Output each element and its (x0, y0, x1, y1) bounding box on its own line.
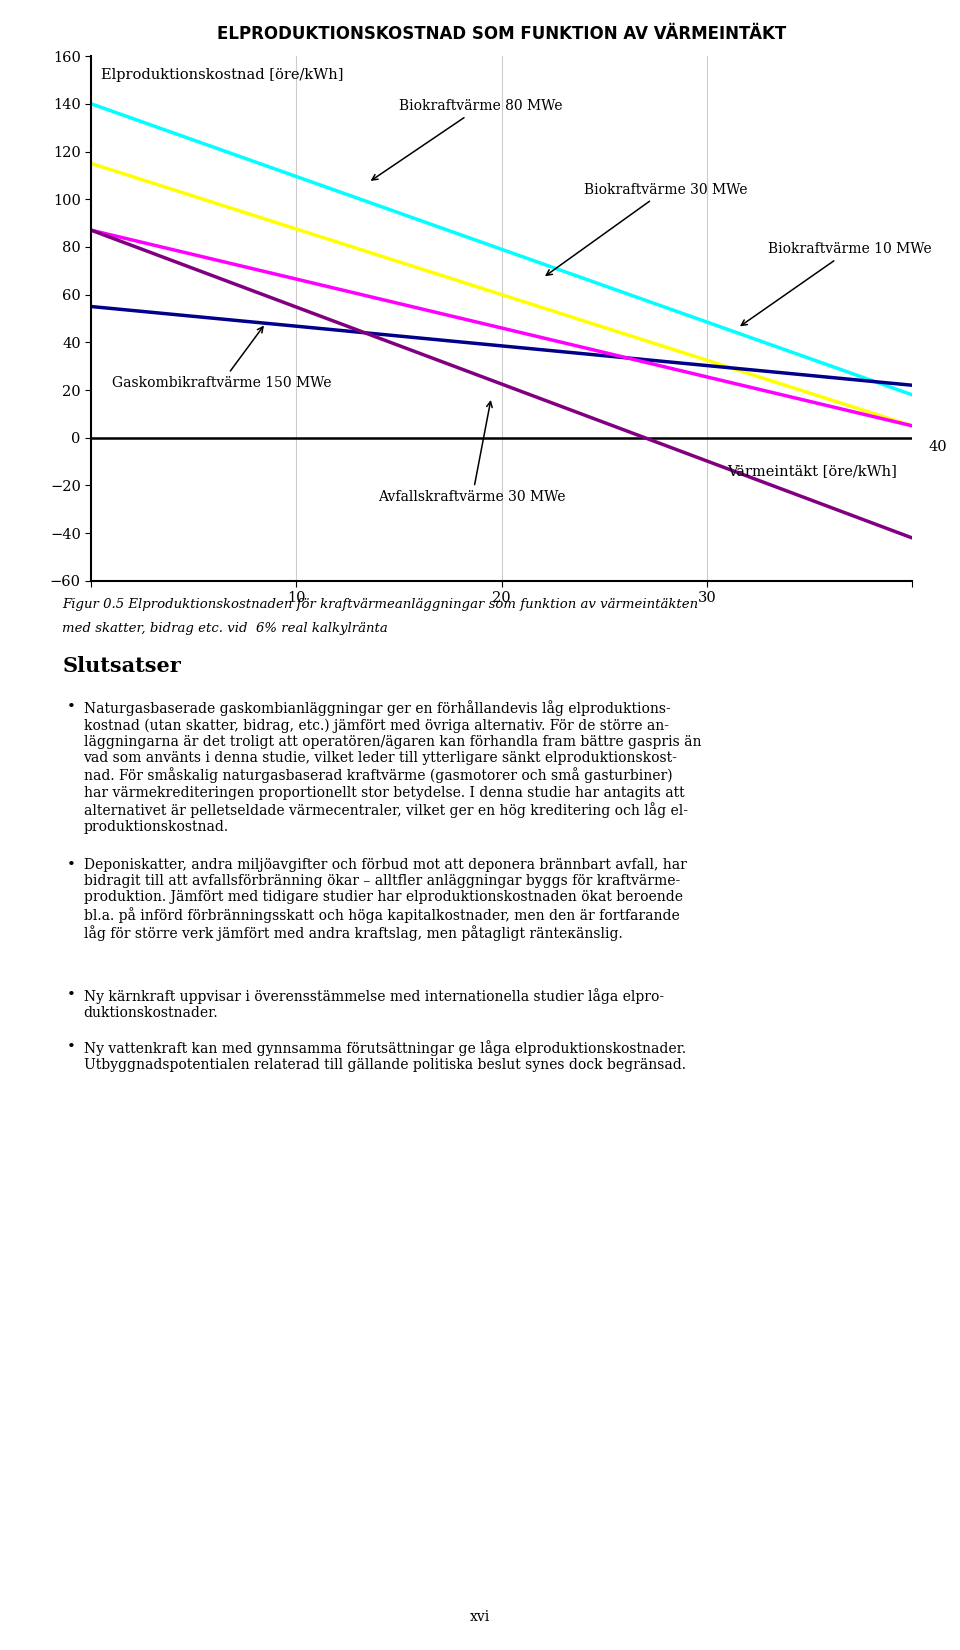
Text: 40: 40 (928, 441, 948, 454)
Text: Ny kärnkraft uppvisar i överensstämmelse med internationella studier låga elpro-: Ny kärnkraft uppvisar i överensstämmelse… (84, 988, 663, 1020)
Title: ELPRODUKTIONSKOSTNAD SOM FUNKTION AV VÄRMEINTÄKT: ELPRODUKTIONSKOSTNAD SOM FUNKTION AV VÄR… (217, 25, 786, 43)
Text: xvi: xvi (469, 1610, 491, 1624)
Text: Ny vattenkraft kan med gynnsamma förutsättningar ge låga elproduktionskostnader.: Ny vattenkraft kan med gynnsamma förutsä… (84, 1040, 685, 1072)
Text: Avfallskraftvärme 30 MWe: Avfallskraftvärme 30 MWe (378, 401, 566, 505)
Text: Gaskombikraftvärme 150 MWe: Gaskombikraftvärme 150 MWe (111, 327, 331, 389)
Text: Värmeintäkt [öre/kWh]: Värmeintäkt [öre/kWh] (728, 464, 898, 478)
Text: Figur 0.5 Elproduktionskostnaden för kraftvärmeanläggningar som funktion av värm: Figur 0.5 Elproduktionskostnaden för kra… (62, 597, 699, 610)
Text: Biokraftvärme 80 MWe: Biokraftvärme 80 MWe (372, 99, 563, 180)
Text: Biokraftvärme 10 MWe: Biokraftvärme 10 MWe (741, 243, 932, 325)
Text: •: • (67, 1040, 76, 1054)
Text: •: • (67, 700, 76, 714)
Text: •: • (67, 858, 76, 871)
Text: Elproduktionskostnad [öre/kWh]: Elproduktionskostnad [öre/kWh] (102, 68, 344, 82)
Text: •: • (67, 988, 76, 1002)
Text: Slutsatser: Slutsatser (62, 657, 181, 676)
Text: Naturgasbaserade gaskombianläggningar ger en förhållandevis låg elproduktions-
k: Naturgasbaserade gaskombianläggningar ge… (84, 700, 701, 835)
Text: Deponiskatter, andra miljöavgifter och förbud mot att deponera brännbart avfall,: Deponiskatter, andra miljöavgifter och f… (84, 858, 686, 940)
Text: Biokraftvärme 30 MWe: Biokraftvärme 30 MWe (546, 183, 747, 276)
Text: med skatter, bidrag etc. vid  6% real kalkylränta: med skatter, bidrag etc. vid 6% real kal… (62, 622, 388, 635)
